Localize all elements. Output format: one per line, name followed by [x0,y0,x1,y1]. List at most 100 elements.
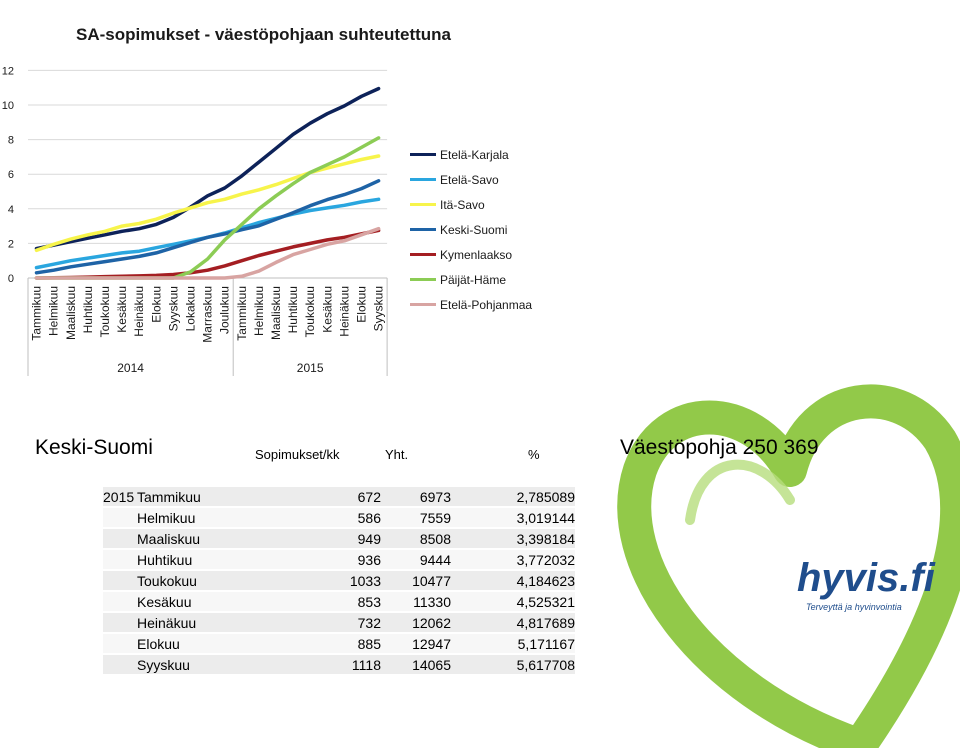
cell-year [103,528,137,550]
x-tick-label: Toukokuu [98,286,112,337]
x-tick-label: Helmikuu [47,286,61,336]
table-row: Huhtikuu 936 9444 3,772032 [103,549,575,571]
legend-label: Keski-Suomi [440,222,508,237]
cell-year [103,570,137,592]
hyvis-logo-text: hyvis.fi [797,556,935,600]
cell-total: 7559 [381,507,451,529]
table-row: Heinäkuu 732 12062 4,817689 [103,612,575,634]
cell-monthly: 732 [257,612,381,634]
legend-item: Päijät-Häme [410,267,532,292]
hyvis-logo-tagline: Terveyttä ja hyvinvointia [806,602,902,612]
column-header-percent: % [528,447,540,462]
cell-total: 12947 [381,633,451,655]
x-tick-label: Huhtikuu [81,286,95,333]
column-header-total: Yht. [385,447,409,462]
cell-year [103,507,137,529]
cell-monthly: 949 [257,528,381,550]
x-tick-label: Helmikuu [252,286,266,336]
x-tick-label: Heinäkuu [337,286,351,337]
cell-percent: 3,019144 [451,507,575,529]
cell-percent: 4,184623 [451,570,575,592]
table-row: Helmikuu 586 7559 3,019144 [103,507,575,529]
x-tick-label: Kesäkuu [115,286,129,333]
y-tick-label: 12 [2,65,14,77]
cell-month: Tammikuu [137,487,257,508]
cell-month: Syyskuu [137,654,257,676]
chart-legend: Etelä-Karjala Etelä-Savo Itä-Savo Keski-Suo… [410,142,532,317]
cell-year [103,654,137,676]
x-tick-label: Huhtikuu [286,286,300,333]
x-tick-label: Lokakuu [183,286,197,331]
cell-month: Elokuu [137,633,257,655]
y-tick-label: 0 [8,273,14,285]
cell-year [103,633,137,655]
cell-percent: 3,772032 [451,549,575,571]
legend-item: Etelä-Savo [410,167,532,192]
cell-monthly: 936 [257,549,381,571]
contracts-table: 2015 Tammikuu 672 6973 2,785089 Helmikuu 586 75… [103,487,575,676]
column-header-monthly: Sopimukset/kk [255,447,340,462]
legend-swatch [410,178,436,181]
x-tick-label: Maaliskuu [64,286,78,340]
cell-monthly: 1118 [257,654,381,676]
heart-outline [617,384,960,748]
table-row: Elokuu 885 12947 5,171167 [103,633,575,655]
x-tick-label: Tammikuu [30,286,44,341]
cell-year [103,612,137,634]
legend-item: Itä-Savo [410,192,532,217]
cell-month: Kesäkuu [137,591,257,613]
cell-monthly: 586 [257,507,381,529]
y-tick-label: 6 [8,169,14,181]
x-tick-label: Syyskuu [372,286,386,331]
x-tick-label: Toukokuu [303,286,317,337]
cell-total: 10477 [381,570,451,592]
cell-month: Heinäkuu [137,612,257,634]
cell-monthly: 853 [257,591,381,613]
legend-label: Etelä-Savo [440,172,499,187]
cell-monthly: 885 [257,633,381,655]
table-row: Syyskuu 1118 14065 5,617708 [103,654,575,676]
cell-total: 11330 [381,591,451,613]
series-line [34,86,381,251]
cell-percent: 5,617708 [451,654,575,676]
y-tick-label: 4 [8,204,14,216]
legend-item: Keski-Suomi [410,217,532,242]
population-base: Väestöpohja 250 369 [620,436,819,459]
cell-percent: 4,525321 [451,591,575,613]
table-row: Kesäkuu 853 11330 4,525321 [103,591,575,613]
cell-percent: 3,398184 [451,528,575,550]
y-tick-label: 8 [8,135,14,147]
legend-swatch [410,228,436,231]
cell-monthly: 672 [257,487,381,508]
series-line [34,226,381,280]
series-line [34,154,381,253]
cell-year: 2015 [103,487,137,508]
legend-item: Kymenlaakso [410,242,532,267]
cell-total: 6973 [381,487,451,508]
x-tick-label: Elokuu [149,286,163,323]
table-row: Maaliskuu 949 8508 3,398184 [103,528,575,550]
x-tick-label: Heinäkuu [132,286,146,337]
legend-swatch [410,153,436,156]
cell-total: 8508 [381,528,451,550]
x-tick-label: Elokuu [354,286,368,323]
cell-month: Helmikuu [137,507,257,529]
x-tick-label: Syyskuu [166,286,180,331]
cell-percent: 2,785089 [451,487,575,508]
cell-month: Toukokuu [137,570,257,592]
cell-month: Maaliskuu [137,528,257,550]
cell-percent: 4,817689 [451,612,575,634]
legend-item: Etelä-Karjala [410,142,532,167]
legend-label: Etelä-Karjala [440,147,509,162]
cell-total: 9444 [381,549,451,571]
x-tick-label: Maaliskuu [269,286,283,340]
heart-inner-sheen [685,459,795,525]
legend-swatch [410,203,436,206]
year-label: 2015 [297,361,324,375]
region-name: Keski-Suomi [35,436,153,459]
x-tick-label: Tammikuu [235,286,249,341]
x-tick-label: Joulukuu [218,286,232,334]
cell-year [103,591,137,613]
